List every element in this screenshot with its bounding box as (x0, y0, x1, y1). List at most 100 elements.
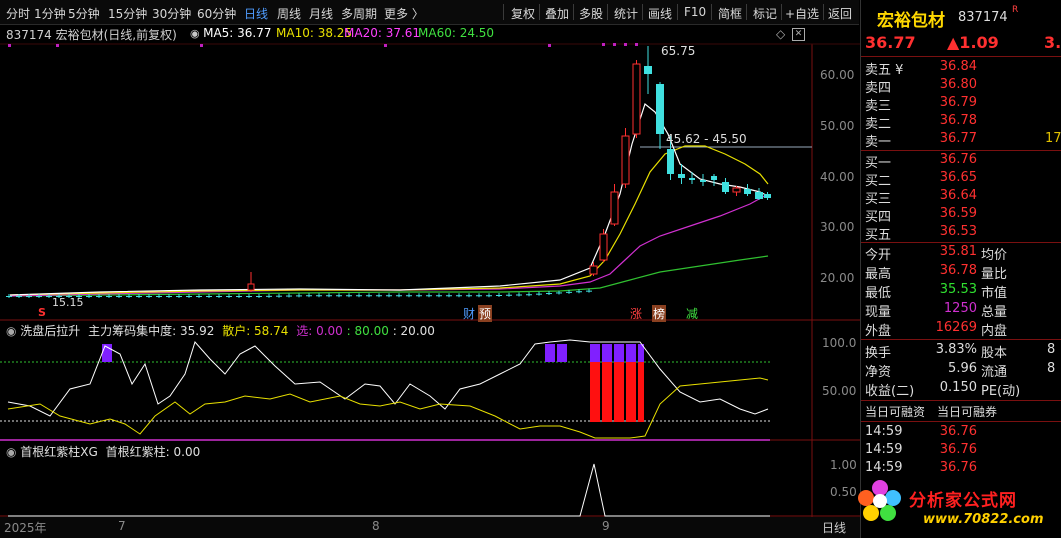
period-tab[interactable]: 5分钟 (68, 7, 100, 21)
candle-body (96, 296, 102, 297)
candle-body (146, 296, 152, 297)
candle-body (156, 296, 162, 297)
candle-body (116, 296, 122, 297)
date-axis: 2025年 7 8 9 日线 (0, 517, 860, 538)
candle-body (226, 296, 232, 297)
tick-row: 14:59 36.76 (865, 424, 977, 439)
tag-yu[interactable]: 预 (478, 305, 493, 322)
simple-frame-button[interactable]: 简框 (718, 7, 743, 21)
fuquan-button[interactable]: 复权 (511, 7, 536, 21)
watermark-url: www.70822.com (923, 512, 1044, 527)
ma10-value: MA10: 38.25 (276, 26, 353, 40)
period-tab[interactable]: 多周期 (341, 7, 378, 21)
candle-body (689, 178, 695, 180)
date-label: 8 (372, 519, 380, 533)
period-tab[interactable]: 周线 (277, 7, 302, 21)
ma60-value: MA60: 24.50 (418, 26, 495, 40)
price-change: ▲1.09 (947, 33, 999, 52)
candle-body (556, 292, 562, 294)
candle-body (166, 296, 172, 297)
candle-body (744, 189, 751, 194)
candle-body (186, 296, 192, 297)
candle-body (286, 295, 292, 297)
candle-body (678, 174, 685, 178)
candle-body (46, 296, 52, 297)
chart-canvas (0, 43, 860, 538)
watermark-text: 分析家公式网 (909, 491, 1017, 511)
period-tab[interactable]: 30分钟 (152, 7, 192, 21)
signal-dots (8, 43, 638, 47)
quote-panel: 宏裕包材 837174 R 36.77 ▲1.09 3. 卖五 ¥36.84 卖… (858, 0, 1061, 538)
purple-bars (102, 344, 644, 362)
candle-body (276, 295, 282, 297)
date-label: 9 (602, 519, 610, 533)
indicator1-name[interactable]: 洗盘后拉升 (20, 324, 81, 338)
close-icon[interactable]: ✕ (792, 28, 805, 41)
candle-body (546, 293, 552, 295)
stat-row: 最低 35.53 市值 (865, 282, 1008, 301)
price-axis-label: 20.00 (820, 271, 855, 285)
indicator2-name[interactable]: 首根红紫柱XG (20, 445, 98, 459)
ma5-value: MA5: 36.77 (203, 26, 272, 40)
r-mark: R (1012, 5, 1019, 15)
candle-body (436, 295, 442, 297)
tick-row: 14:59 36.76 (865, 460, 977, 475)
collapse-icon[interactable]: ◉ (6, 445, 21, 459)
collapse-icon[interactable]: ◉ (6, 324, 21, 338)
candlesticks (6, 46, 771, 298)
bid-row: 买一 36.76 (865, 152, 977, 171)
indicator2-axis: 1.00 (830, 458, 857, 472)
candle-body (6, 296, 12, 297)
tag-cai[interactable]: 财 (463, 307, 476, 321)
ask-row: 卖一 36.77 17 (865, 131, 1061, 150)
period-tab[interactable]: 15分钟 (108, 7, 148, 21)
period-tab[interactable]: 分时 (6, 7, 31, 21)
tag-jian[interactable]: 减 (686, 307, 699, 321)
overlay-button[interactable]: 叠加 (545, 7, 570, 21)
more-periods-button[interactable]: 更多 〉 (384, 7, 424, 21)
candle-body (36, 296, 42, 297)
period-tab[interactable]: 月线 (309, 7, 334, 21)
stock-name: 宏裕包材 (877, 11, 945, 31)
xuan-value: 选: 0.00 (296, 324, 343, 338)
candle-body (476, 295, 482, 297)
ask-row: 卖五 ¥36.84 (865, 59, 977, 78)
multi-stock-button[interactable]: 多股 (579, 7, 604, 21)
stat-row: 今开 35.81 均价 (865, 244, 1008, 263)
stat-row: 外盘 16269 内盘 (865, 320, 1008, 339)
draw-line-button[interactable]: 画线 (648, 7, 673, 21)
period-tab-active[interactable]: 日线 (244, 7, 269, 21)
candle-body (536, 293, 542, 295)
candle-body (196, 296, 202, 297)
f10-button[interactable]: F10 (684, 5, 707, 19)
candle-body (466, 295, 472, 297)
price-axis-label: 40.00 (820, 170, 855, 184)
candle-body (586, 290, 592, 292)
candle-body (16, 296, 22, 297)
candle-body (106, 296, 112, 297)
date-label: 7 (118, 519, 126, 533)
candle-body (656, 84, 664, 134)
tick-row: 14:59 36.76 (865, 442, 977, 457)
current-price: 36.77 (865, 33, 916, 52)
period-label[interactable]: 日线 (822, 521, 847, 535)
sanhu-value: 散户: 58.74 (222, 324, 289, 338)
candle-body (136, 296, 142, 297)
candle-body (644, 66, 652, 74)
tag-zhang[interactable]: 涨 (630, 307, 643, 321)
candle-body (56, 296, 62, 297)
tag-bang[interactable]: 榜 (652, 305, 667, 322)
add-watchlist-button[interactable]: +自选 (785, 7, 820, 21)
candle-body (755, 192, 763, 199)
mark-button[interactable]: 标记 (753, 7, 778, 21)
candle-body (566, 291, 572, 293)
back-button[interactable]: 返回 (828, 7, 853, 21)
rzrq-row: 当日可融资 当日可融券 (865, 405, 998, 419)
diamond-icon[interactable]: ◇ (776, 27, 786, 41)
candle-body (206, 296, 212, 297)
indicator2-axis: 0.50 (830, 485, 857, 499)
stats-button[interactable]: 统计 (614, 7, 639, 21)
period-tab[interactable]: 60分钟 (197, 7, 237, 21)
red-bars (590, 362, 644, 422)
period-tab[interactable]: 1分钟 (34, 7, 66, 21)
